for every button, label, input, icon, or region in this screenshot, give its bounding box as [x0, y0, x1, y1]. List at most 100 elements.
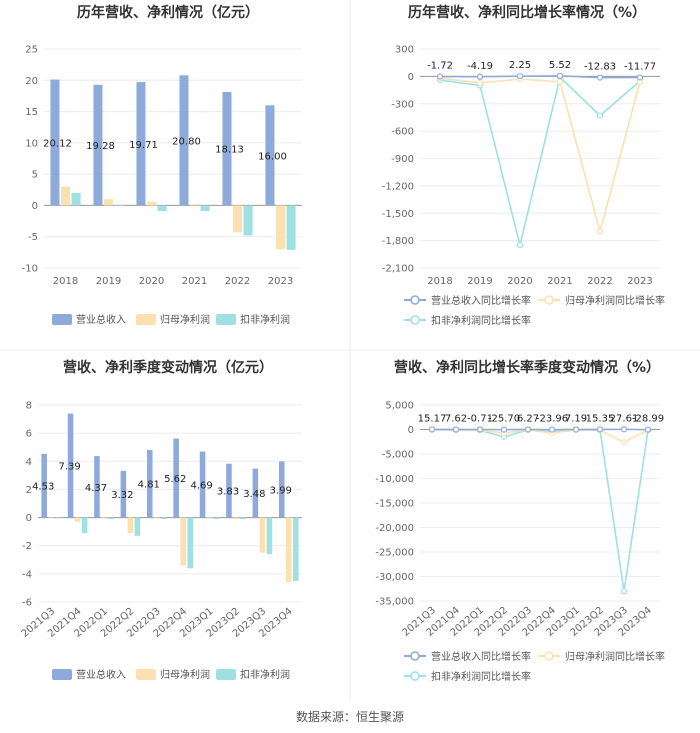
quarterly-amount-bar-deducted	[240, 517, 246, 519]
annual-growth-data-label: 2.25	[509, 60, 531, 71]
quarterly-amount-legend-label: 扣非净利润	[240, 668, 290, 681]
quarterly-amount-data-label: 5.62	[164, 474, 186, 485]
quarterly-growth-data-label: 7.19	[565, 413, 587, 424]
annual-amount-bar-revenue	[93, 84, 103, 206]
quarterly-amount-bar-deducted	[266, 517, 273, 555]
annual-amount-bar-netprofit	[146, 201, 157, 206]
quarterly-amount-data-label: 4.69	[190, 481, 212, 492]
annual-amount-legend-swatch	[216, 314, 236, 325]
quarterly-amount-y-tick-label: 2	[26, 485, 32, 496]
quarterly-growth-point	[452, 426, 460, 433]
quarterly-amount-legend-swatch	[52, 669, 72, 680]
annual-amount-bar-netprofit	[60, 186, 71, 206]
quarterly-growth-y-tick-label: -30,000	[375, 572, 414, 583]
quarterly-growth-legend-marker	[544, 651, 554, 661]
annual-amount-y-tick-label: 15	[25, 107, 38, 118]
annual-amount-bar-deducted	[243, 205, 253, 236]
quarterly-growth-data-label: 15.17	[418, 413, 447, 424]
annual-amount-data-label: 20.80	[172, 136, 201, 147]
annual-growth-point	[636, 74, 644, 81]
annual-amount-data-label: 18.13	[215, 145, 244, 156]
quarterly-amount-bar-revenue	[226, 463, 232, 518]
quarterly-growth-data-label: -23.96	[536, 414, 568, 425]
quarterly-amount-bar-revenue	[199, 451, 206, 518]
quarterly-growth-legend-label: 营业总收入同比增长率	[431, 650, 531, 663]
annual-amount-y-tick-label: 10	[25, 138, 38, 149]
quarterly-amount-y-tick-label: 8	[26, 401, 32, 412]
annual-growth-y-tick-label: -900	[391, 154, 414, 165]
quarterly-amount-bar-revenue	[120, 470, 127, 518]
quarterly-amount-data-label: 3.83	[217, 487, 239, 498]
quarterly-amount-data-label: 4.81	[138, 480, 160, 491]
quarterly-amount-chart: 86420-2-4-62021Q32021Q42022Q12022Q22022Q…	[20, 401, 302, 681]
quarterly-amount-data-label: 3.99	[270, 485, 292, 496]
quarterly-growth-point	[596, 426, 604, 433]
quarterly-amount-bar-netprofit	[154, 517, 160, 519]
annual-growth-y-tick-label: -1,800	[382, 236, 414, 247]
quarterly-amount-bar-revenue	[41, 453, 47, 518]
quarterly-growth-y-tick-label: -15,000	[375, 499, 414, 510]
annual-growth-y-tick-label: 0	[408, 72, 414, 83]
quarterly-amount-data-label: 4.53	[32, 482, 54, 493]
quarterly-growth-data-label: 6.27	[517, 413, 539, 424]
quarterly-amount-bar-deducted	[81, 517, 88, 534]
quarterly-amount-bar-revenue	[278, 461, 285, 518]
annual-growth-legend-label: 归母净利润同比增长率	[565, 294, 665, 307]
quarterly-amount-bar-deducted	[134, 517, 141, 536]
quarterly-amount-title: 营收、净利季度变动情况（亿元）	[63, 359, 273, 376]
annual-growth-data-label: -12.83	[584, 62, 616, 73]
annual-amount-legend-label: 营业总收入	[76, 313, 126, 326]
annual-amount-x-tick-label: 2018	[53, 276, 78, 287]
annual-growth-data-label: -4.19	[467, 61, 493, 72]
annual-amount-y-tick-label: 20	[25, 76, 38, 87]
quarterly-growth-data-label: 7.62	[445, 413, 467, 424]
quarterly-amount-legend-label: 营业总收入	[76, 668, 126, 681]
annual-growth-x-tick-label: 2020	[507, 276, 532, 287]
annual-growth-point	[476, 73, 484, 80]
annual-growth-point	[556, 78, 564, 85]
annual-growth-x-tick-label: 2021	[547, 276, 572, 287]
quarterly-amount-y-tick-label: 6	[26, 429, 32, 440]
annual-amount-data-label: 20.12	[43, 138, 72, 149]
annual-growth-legend-label: 扣非净利润同比增长率	[431, 314, 531, 327]
annual-growth-x-tick-label: 2019	[467, 276, 492, 287]
annual-amount-x-tick-label: 2020	[139, 276, 164, 287]
annual-growth-legend-label: 营业总收入同比增长率	[431, 294, 531, 307]
annual-amount-bar-revenue	[179, 75, 189, 206]
annual-growth-point	[596, 112, 604, 119]
quarterly-growth-legend-marker	[410, 651, 420, 661]
annual-growth-y-tick-label: -2,100	[382, 264, 414, 275]
quarterly-growth-point	[644, 426, 652, 433]
annual-amount-legend-swatch	[52, 314, 72, 325]
quarterly-growth-point	[476, 426, 484, 433]
annual-growth-point	[596, 228, 604, 235]
quarterly-amount-bar-netprofit	[101, 517, 107, 519]
quarterly-amount-bar-netprofit	[74, 517, 81, 522]
annual-amount-data-label: 19.28	[86, 141, 115, 152]
annual-growth-point	[516, 242, 524, 249]
quarterly-amount-bar-revenue	[252, 468, 259, 518]
annual-growth-legend-marker	[410, 315, 420, 325]
source-note: 数据来源：恒生聚源	[296, 709, 404, 724]
quarterly-amount-data-label: 7.39	[58, 462, 80, 473]
quarterly-growth-y-tick-label: 0	[408, 425, 414, 436]
annual-amount-y-tick-label: -5	[28, 232, 38, 243]
annual-growth-y-tick-label: -1,500	[382, 209, 414, 220]
annual-amount-x-tick-label: 2023	[268, 276, 293, 287]
quarterly-amount-y-tick-label: -6	[22, 598, 32, 609]
quarterly-amount-legend-label: 归母净利润	[160, 668, 210, 681]
quarterly-growth-point	[620, 588, 628, 595]
annual-amount-y-tick-label: 5	[32, 170, 38, 181]
annual-growth-point	[436, 73, 444, 80]
quarterly-amount-y-tick-label: 0	[26, 513, 32, 524]
annual-growth-point	[476, 79, 484, 86]
annual-amount-bar-deducted	[286, 205, 296, 250]
annual-amount-bar-revenue	[222, 91, 232, 206]
quarterly-amount-bar-netprofit	[48, 516, 54, 518]
quarterly-amount-bar-deducted	[213, 517, 220, 519]
annual-amount-bar-revenue	[136, 82, 146, 206]
annual-amount-bar-netprofit	[103, 199, 114, 206]
annual-growth-title: 历年营收、净利同比增长率情况（%）	[408, 4, 646, 21]
annual-growth-series-line	[439, 77, 641, 235]
annual-growth-x-tick-label: 2018	[427, 276, 452, 287]
